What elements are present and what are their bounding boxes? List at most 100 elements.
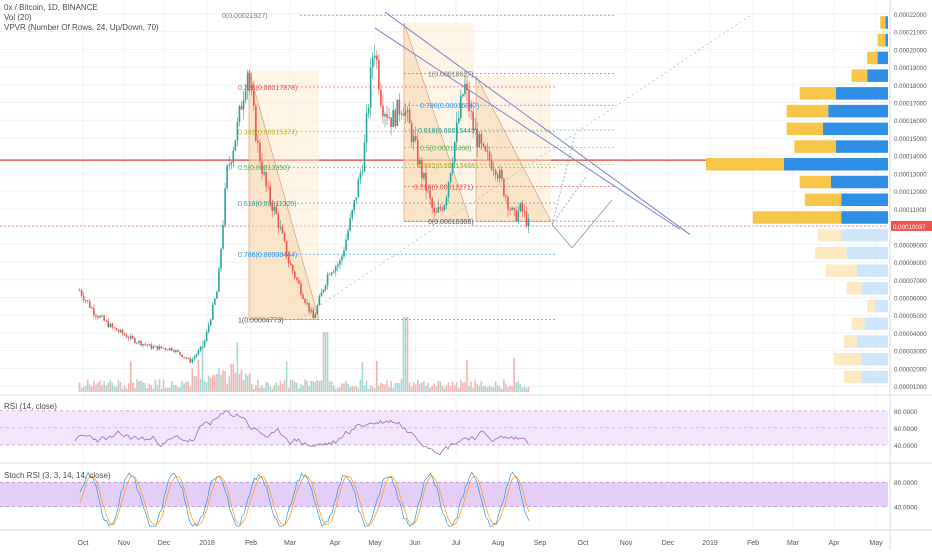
stoch-d-line — [79, 475, 530, 526]
profile-bar-down — [862, 370, 888, 384]
candle-body — [220, 248, 222, 269]
candle-body — [218, 268, 220, 292]
candle-body — [490, 160, 493, 170]
candle-body — [113, 327, 116, 329]
profile-bar-down — [828, 104, 888, 118]
candle-body — [298, 279, 300, 284]
volume-bar — [191, 368, 194, 392]
profile-bar-down — [841, 228, 888, 242]
candle-body — [246, 72, 249, 91]
volume-bar — [337, 387, 339, 392]
volume-bar — [431, 385, 433, 392]
candle-body — [170, 348, 173, 351]
profile-bar-up — [867, 51, 878, 65]
volume-bar — [246, 375, 249, 392]
candle-body — [494, 170, 497, 175]
volume-bar — [527, 386, 530, 392]
volume-bar — [462, 382, 464, 392]
volume-bar — [218, 368, 220, 392]
volume-bar — [507, 387, 509, 392]
volume-bar — [125, 388, 128, 392]
candle-body — [318, 296, 321, 306]
candle-body — [439, 207, 442, 209]
profile-bar-up — [843, 335, 857, 348]
candle-body — [140, 340, 142, 346]
volume-bar — [380, 382, 382, 392]
time-tick-label: May — [869, 540, 883, 547]
candle-body — [382, 105, 384, 117]
volume-bar — [259, 387, 261, 392]
candle-body — [80, 290, 83, 296]
candles — [78, 44, 530, 364]
candle-body — [410, 123, 413, 143]
candle-body — [351, 210, 353, 219]
profile-bar-up — [794, 140, 836, 153]
volume-bar — [400, 379, 403, 392]
fib-level-label: 0.5(0.00013350) — [238, 165, 289, 172]
volume-bar — [419, 384, 421, 392]
volume-bar — [410, 386, 413, 392]
candle-body — [93, 308, 95, 316]
volume-bar — [498, 386, 501, 392]
volume-bar — [277, 385, 280, 392]
volume-bar — [263, 387, 265, 392]
vol-indicator-label[interactable]: Vol (20) — [4, 13, 32, 22]
price-tick-label: 0.00007000 — [894, 278, 927, 285]
volume-bar — [468, 385, 470, 392]
volume-bar — [423, 381, 425, 392]
projection-arrow — [551, 224, 573, 249]
candle-body — [177, 350, 179, 352]
candle-body — [244, 90, 247, 100]
volume-bar — [490, 387, 493, 392]
candle-body — [285, 240, 288, 257]
volume-bar — [109, 380, 112, 392]
vpvr-indicator-label[interactable]: VPVR (Number Of Rows, 24, Up/Down, 70) — [4, 23, 159, 32]
candle-body — [224, 188, 226, 226]
candle-body — [271, 202, 274, 212]
candle-body — [486, 150, 489, 152]
volume-bar — [351, 385, 353, 392]
volume-bar — [273, 385, 276, 392]
candle-body — [261, 161, 263, 174]
volume-bar — [121, 388, 124, 392]
trendline-upper — [384, 11, 691, 235]
stoch-rsi-title[interactable]: Stoch RSI (3, 3, 14, 14, close) — [4, 471, 111, 480]
candle-body — [115, 328, 118, 331]
candle-body — [425, 172, 427, 191]
volume-bar — [457, 388, 460, 392]
volume-bar — [244, 373, 247, 392]
volume-bar — [421, 382, 423, 392]
candle-body — [474, 129, 476, 130]
volume-profile — [706, 16, 888, 384]
rsi-panel: 80.0000 60.0000 40.0000 — [0, 409, 918, 456]
volume-bar — [388, 387, 390, 392]
stoch-band — [0, 482, 888, 507]
volume-bar — [326, 332, 329, 392]
price-tick-label: 0.00022000 — [894, 12, 927, 19]
volume-bar — [304, 379, 306, 392]
candle-body — [501, 170, 503, 179]
volume-bar — [144, 383, 146, 392]
volume-bar — [234, 372, 237, 392]
candle-body — [414, 136, 417, 141]
volume-bar — [378, 385, 380, 392]
candle-body — [160, 346, 163, 348]
symbol-title[interactable]: 0x / Bitcoin, 1D, BINANCE — [4, 3, 98, 12]
candle-body — [152, 346, 155, 349]
time-tick-label: Dec — [158, 540, 171, 547]
candle-body — [281, 226, 284, 234]
candle-body — [429, 190, 431, 199]
candle-body — [375, 55, 378, 61]
candle-body — [392, 109, 394, 127]
profile-bar-up — [877, 33, 886, 47]
volume-bar — [185, 382, 187, 392]
candle-body — [248, 72, 251, 85]
candle-body — [390, 117, 392, 127]
volume-bar — [179, 387, 181, 392]
stoch-k-line — [79, 471, 530, 527]
rsi-title[interactable]: RSI (14, close) — [4, 402, 57, 411]
volume-bar — [187, 381, 189, 392]
volume-bar — [429, 387, 431, 392]
volume-bar — [392, 387, 394, 392]
